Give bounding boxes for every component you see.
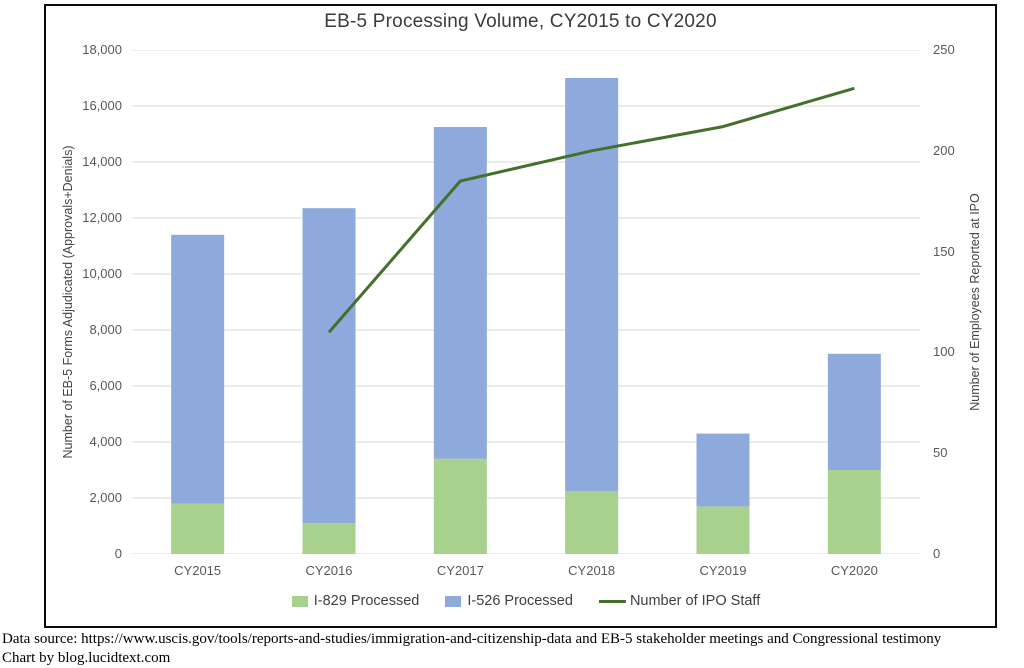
left-axis-tick: 16,000: [82, 98, 122, 113]
i829-swatch-icon: [291, 595, 308, 607]
ipo-staff-line-swatch-icon: [598, 599, 626, 603]
left-axis-tick: 10,000: [82, 266, 122, 281]
bar-segment-i829: [696, 506, 750, 554]
plot-area: [132, 49, 920, 555]
bar-segment-i829: [171, 503, 225, 554]
right-axis-tick: 150: [933, 243, 955, 259]
x-axis-label: CY2019: [699, 563, 747, 578]
right-axis-tick: 200: [933, 142, 955, 158]
bar-segment-i526: [565, 78, 619, 491]
legend-item-i526: I-526 Processed: [445, 593, 573, 609]
x-axis-label: CY2018: [568, 563, 616, 578]
left-axis-tick: 18,000: [82, 42, 122, 57]
bar-segment-i526: [696, 433, 750, 507]
footer-note: Data source: https://www.uscis.gov/tools…: [2, 630, 1024, 668]
left-axis-tick: 0: [114, 546, 122, 561]
chart-frame: EB-5 Processing Volume, CY2015 to CY2020…: [44, 4, 997, 628]
left-axis-tick: 2,000: [89, 490, 122, 505]
i526-swatch-icon: [445, 595, 462, 607]
x-axis-label: CY2015: [174, 563, 222, 578]
legend-item-i829: I-829 Processed: [291, 593, 420, 609]
footer-line-credit: Chart by blog.lucidtext.com: [2, 650, 171, 666]
bar-segment-i829: [433, 458, 487, 554]
right-axis-tick: 100: [933, 344, 955, 360]
bar-segment-i526: [302, 208, 356, 524]
x-axis-label: CY2020: [830, 563, 878, 578]
left-axis-tick: 14,000: [82, 154, 122, 169]
legend-label-i526: I-526 Processed: [467, 593, 573, 609]
ipo-staff-line: [327, 86, 855, 334]
left-axis-tick: 4,000: [89, 434, 122, 449]
right-axis-tick: 50: [933, 445, 948, 461]
bar-segment-i829: [827, 470, 881, 554]
footer-line-source: Data source: https://www.uscis.gov/tools…: [2, 631, 942, 647]
legend-label-i829: I-829 Processed: [313, 593, 420, 609]
legend-item-ipo-staff: Number of IPO Staff: [598, 593, 761, 609]
right-axis-tick: 0: [933, 546, 941, 561]
left-axis-tick: 12,000: [82, 210, 122, 225]
right-axis-title: Number of Employees Reported at IPO: [968, 193, 982, 411]
left-axis-title: Number of EB-5 Forms Adjudicated (Approv…: [61, 145, 75, 459]
bar-segment-i526: [827, 353, 881, 470]
bar-segment-i829: [302, 523, 356, 554]
legend-label-ipo-staff: Number of IPO Staff: [629, 593, 761, 609]
x-axis-label: CY2017: [436, 563, 484, 578]
bar-segment-i526: [171, 234, 225, 504]
chart-title: EB-5 Processing Volume, CY2015 to CY2020: [324, 11, 717, 32]
right-axis-tick: 250: [933, 42, 955, 57]
left-axis-tick: 6,000: [89, 378, 122, 393]
plot-canvas: [132, 49, 920, 555]
bar-segment-i829: [565, 491, 619, 554]
legend: I-829 Processed I-526 Processed Number o…: [132, 593, 920, 609]
x-axis-label: CY2016: [305, 563, 353, 578]
left-axis-tick: 8,000: [89, 322, 122, 337]
